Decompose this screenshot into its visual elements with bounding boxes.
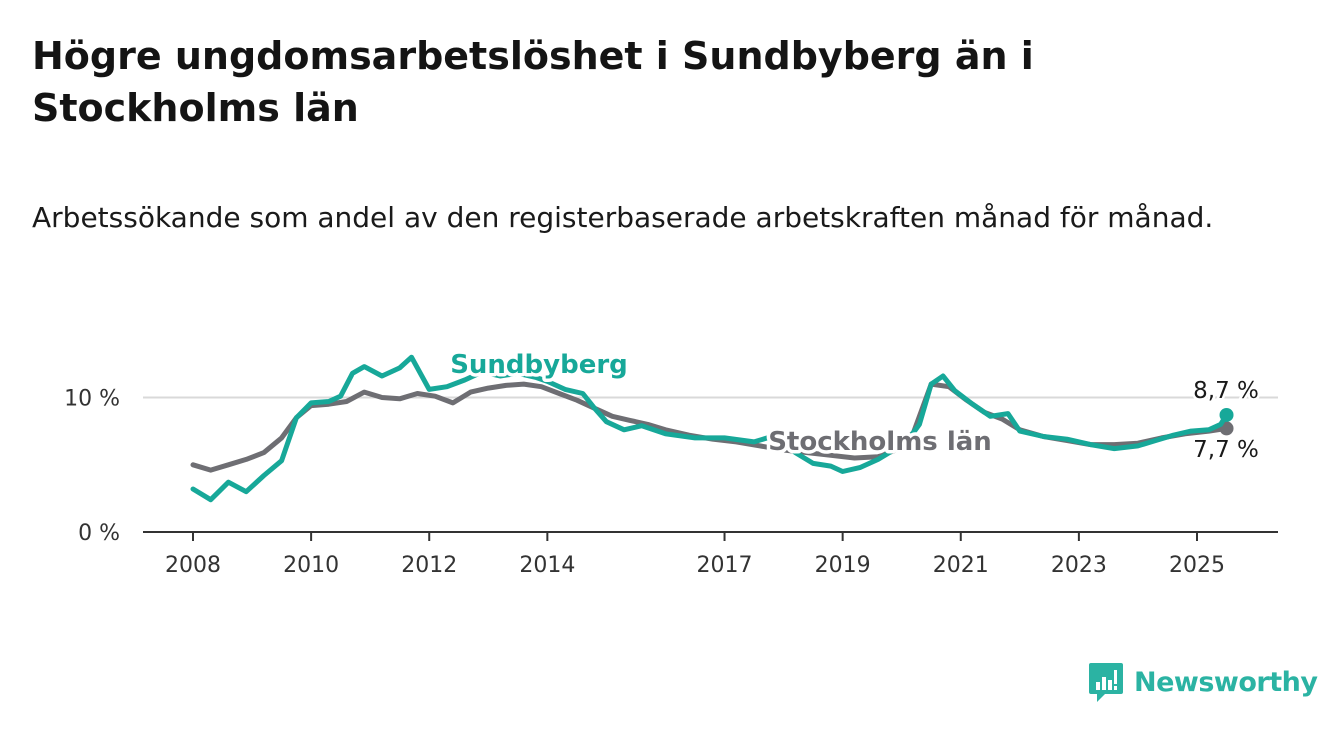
end-label-sundbyberg: 8,7 % bbox=[1193, 378, 1259, 404]
x-tick-label: 2010 bbox=[283, 553, 339, 578]
end-label-stockholms-lan: 7,7 % bbox=[1193, 437, 1259, 463]
x-tick-label: 2021 bbox=[933, 553, 989, 578]
series-label-stockholms-lan: Stockholms län bbox=[768, 427, 992, 457]
x-tick-label: 2023 bbox=[1051, 553, 1107, 578]
label-layer: Sundbyberg Stockholms län 8,7 % 7,7 % bbox=[447, 347, 1262, 466]
end-point-sundbyberg bbox=[1219, 407, 1234, 422]
x-tick-label: 2012 bbox=[401, 553, 457, 578]
x-tick-label: 2019 bbox=[815, 553, 871, 578]
x-tick-label: 2008 bbox=[165, 553, 221, 578]
x-tick-label: 2017 bbox=[697, 553, 753, 578]
series-line-sundbyberg bbox=[190, 354, 1229, 503]
x-tick-label: 2025 bbox=[1169, 553, 1225, 578]
series-label-sundbyberg: Sundbyberg bbox=[450, 350, 628, 380]
y-tick-label: 10 % bbox=[64, 387, 120, 412]
newsworthy-logo-icon bbox=[1089, 663, 1123, 702]
y-tick-label: 0 % bbox=[78, 521, 120, 546]
line-chart: 0 % 10 % 2008 2010 2012 2014 2017 2019 2021 2023 2… bbox=[64, 347, 1278, 578]
series-layer bbox=[190, 354, 1234, 503]
brand-logo[interactable]: Newsworthy bbox=[1088, 660, 1318, 704]
axis-layer: 0 % 10 % 2008 2010 2012 2014 2017 2019 2021 2023 2… bbox=[64, 387, 1278, 578]
brand-name: Newsworthy bbox=[1134, 666, 1318, 698]
chart-title: Högre ungdomsarbetslöshet i Sundbyberg ä… bbox=[32, 34, 1034, 130]
x-tick-label: 2014 bbox=[519, 553, 575, 578]
chart-subtitle: Arbetssökande som andel av den registerb… bbox=[32, 201, 1214, 234]
